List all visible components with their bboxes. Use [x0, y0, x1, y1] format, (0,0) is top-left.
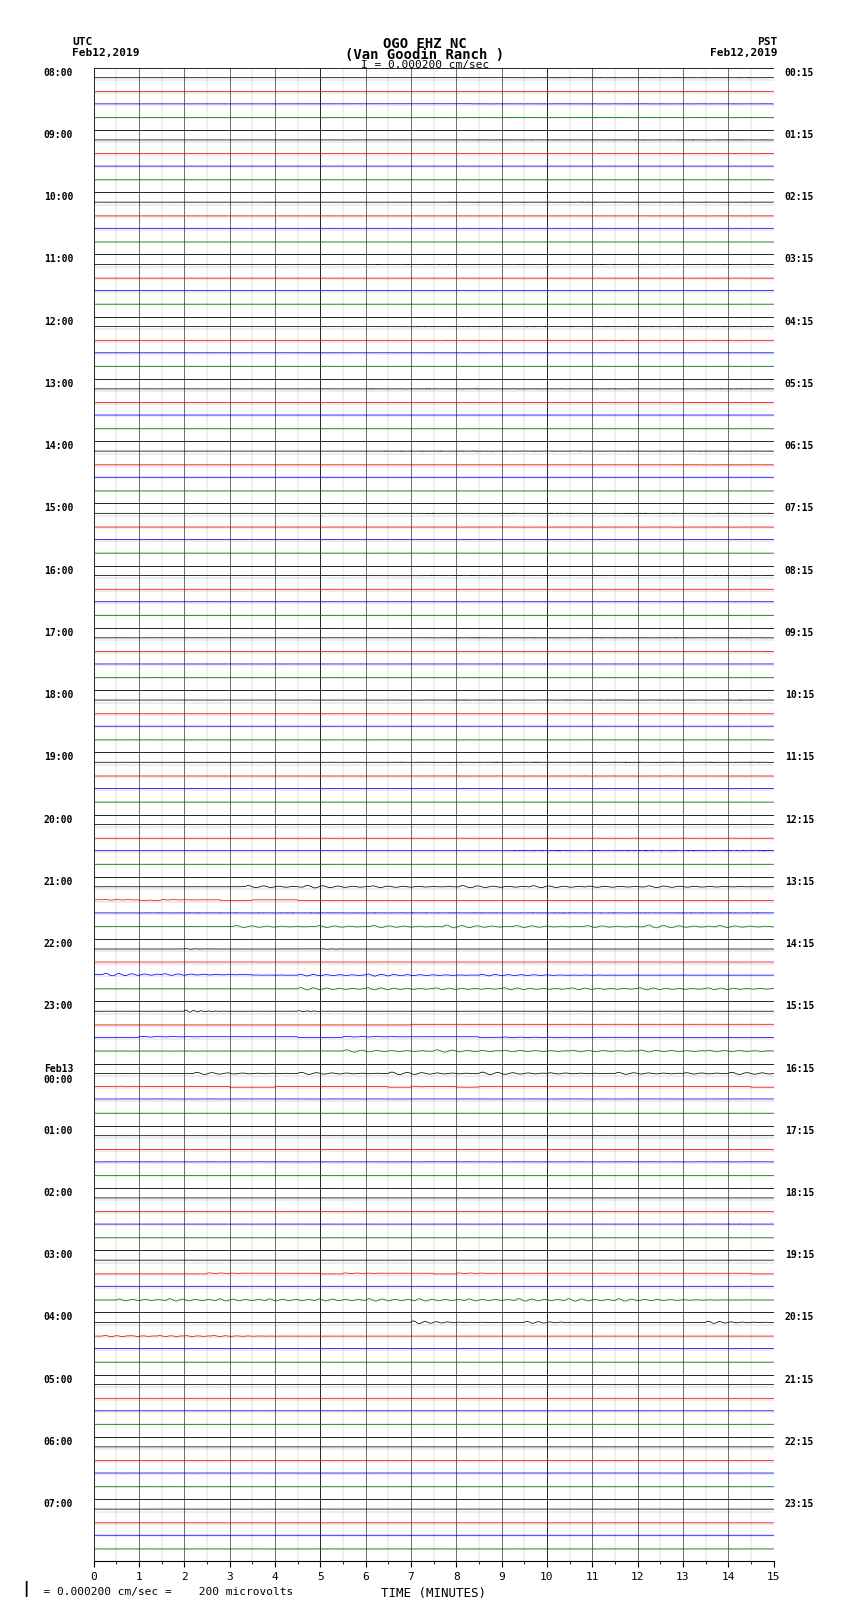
- Text: 09:15: 09:15: [785, 627, 814, 637]
- Text: 02:00: 02:00: [43, 1187, 73, 1198]
- Text: 03:00: 03:00: [43, 1250, 73, 1260]
- Text: 00:15: 00:15: [785, 68, 814, 77]
- Text: UTC: UTC: [72, 37, 93, 47]
- Text: Feb13
00:00: Feb13 00:00: [43, 1063, 73, 1086]
- Text: 04:15: 04:15: [785, 316, 814, 327]
- Text: 18:15: 18:15: [785, 1187, 814, 1198]
- Text: 21:00: 21:00: [43, 877, 73, 887]
- Text: 16:15: 16:15: [785, 1063, 814, 1074]
- Text: 20:15: 20:15: [785, 1313, 814, 1323]
- Text: |: |: [21, 1581, 31, 1597]
- Text: 11:15: 11:15: [785, 752, 814, 763]
- Text: 05:00: 05:00: [43, 1374, 73, 1384]
- Text: 12:15: 12:15: [785, 815, 814, 824]
- Text: Feb12,2019: Feb12,2019: [72, 48, 139, 58]
- Text: 06:15: 06:15: [785, 442, 814, 452]
- Text: 15:00: 15:00: [43, 503, 73, 513]
- Text: 07:00: 07:00: [43, 1498, 73, 1510]
- Text: 10:00: 10:00: [43, 192, 73, 202]
- Text: 04:00: 04:00: [43, 1313, 73, 1323]
- Text: 08:15: 08:15: [785, 566, 814, 576]
- Text: 14:00: 14:00: [43, 442, 73, 452]
- Text: 17:00: 17:00: [43, 627, 73, 637]
- Text: 16:00: 16:00: [43, 566, 73, 576]
- Text: I = 0.000200 cm/sec: I = 0.000200 cm/sec: [361, 60, 489, 69]
- Text: 20:00: 20:00: [43, 815, 73, 824]
- Text: 19:15: 19:15: [785, 1250, 814, 1260]
- Text: OGO EHZ NC: OGO EHZ NC: [383, 37, 467, 52]
- Text: 13:00: 13:00: [43, 379, 73, 389]
- Text: 14:15: 14:15: [785, 939, 814, 948]
- Text: 22:00: 22:00: [43, 939, 73, 948]
- Text: 01:00: 01:00: [43, 1126, 73, 1136]
- Text: 13:15: 13:15: [785, 877, 814, 887]
- Text: 06:00: 06:00: [43, 1437, 73, 1447]
- Text: Feb12,2019: Feb12,2019: [711, 48, 778, 58]
- Text: 23:15: 23:15: [785, 1498, 814, 1510]
- Text: (Van Goodin Ranch ): (Van Goodin Ranch ): [345, 48, 505, 63]
- X-axis label: TIME (MINUTES): TIME (MINUTES): [381, 1587, 486, 1600]
- Text: 10:15: 10:15: [785, 690, 814, 700]
- Text: 17:15: 17:15: [785, 1126, 814, 1136]
- Text: 23:00: 23:00: [43, 1002, 73, 1011]
- Text: 02:15: 02:15: [785, 192, 814, 202]
- Text: 09:00: 09:00: [43, 131, 73, 140]
- Text: 22:15: 22:15: [785, 1437, 814, 1447]
- Text: 12:00: 12:00: [43, 316, 73, 327]
- Text: 11:00: 11:00: [43, 255, 73, 265]
- Text: 21:15: 21:15: [785, 1374, 814, 1384]
- Text: 05:15: 05:15: [785, 379, 814, 389]
- Text: 15:15: 15:15: [785, 1002, 814, 1011]
- Text: 07:15: 07:15: [785, 503, 814, 513]
- Text: 01:15: 01:15: [785, 131, 814, 140]
- Text: = 0.000200 cm/sec =    200 microvolts: = 0.000200 cm/sec = 200 microvolts: [30, 1587, 293, 1597]
- Text: 19:00: 19:00: [43, 752, 73, 763]
- Text: 18:00: 18:00: [43, 690, 73, 700]
- Text: PST: PST: [757, 37, 778, 47]
- Text: 08:00: 08:00: [43, 68, 73, 77]
- Text: 03:15: 03:15: [785, 255, 814, 265]
